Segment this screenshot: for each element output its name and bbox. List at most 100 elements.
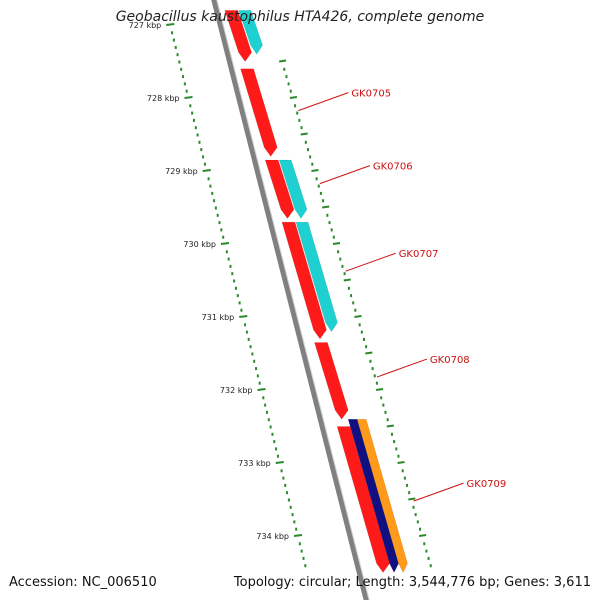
ruler-minor-tick: [282, 476, 285, 480]
track-major-tick: [300, 132, 308, 136]
ruler-tick-label: 729 kbp: [165, 167, 198, 176]
track-minor-tick: [360, 330, 363, 334]
gene-label: GK0709: [467, 479, 507, 490]
track-minor-tick: [319, 191, 322, 195]
track-minor-tick: [332, 235, 335, 239]
track-minor-tick: [347, 286, 350, 290]
ruler-major-tick: [202, 169, 211, 172]
ruler-minor-tick: [225, 250, 228, 254]
ruler-minor-tick: [172, 38, 175, 42]
track-major-tick: [322, 205, 330, 209]
ruler-minor-tick: [275, 447, 278, 451]
track-minor-tick: [390, 432, 393, 436]
ruler-major-tick: [239, 315, 248, 318]
ruler-major-tick: [220, 242, 230, 245]
cds-arrow: [347, 418, 399, 574]
ruler-minor-tick: [240, 308, 243, 312]
track-minor-tick: [362, 337, 365, 341]
ruler-minor-tick: [180, 67, 183, 71]
ruler-minor-tick: [192, 118, 195, 122]
ruler-minor-tick: [273, 440, 276, 444]
track-minor-tick: [365, 345, 368, 349]
ruler-minor-tick: [262, 396, 265, 400]
track-minor-tick: [296, 111, 299, 115]
ruler-minor-tick: [231, 272, 234, 276]
track-minor-tick: [337, 250, 340, 254]
ruler-minor-tick: [256, 374, 259, 378]
ruler-minor-tick: [289, 505, 292, 509]
ruler-minor-tick: [264, 403, 267, 407]
track-minor-tick: [403, 476, 406, 480]
ruler-minor-tick: [220, 228, 223, 232]
track-minor-tick: [287, 82, 290, 86]
ruler-minor-tick: [218, 221, 221, 225]
ruler-minor-tick: [209, 184, 212, 188]
track-major-tick: [332, 242, 341, 245]
gene-label: GK0705: [351, 89, 391, 100]
track-minor-tick: [406, 483, 409, 487]
ruler-major-tick: [184, 96, 193, 99]
track-minor-tick: [322, 199, 325, 203]
track-minor-tick: [386, 418, 389, 422]
ruler-minor-tick: [214, 206, 217, 210]
track-major-tick: [397, 461, 405, 464]
ruler-minor-tick: [234, 286, 237, 290]
ruler-minor-tick: [207, 177, 210, 181]
track-minor-tick: [408, 491, 411, 495]
ruler-minor-tick: [269, 425, 272, 429]
track-minor-tick: [311, 162, 314, 166]
ruler-minor-tick: [293, 520, 296, 524]
ruler-major-tick: [275, 461, 284, 464]
ruler-minor-tick: [213, 199, 216, 203]
ruler-major-tick: [293, 534, 303, 537]
ruler-minor-tick: [255, 367, 258, 371]
genome-backbone-highlight: [216, 0, 371, 604]
ruler-minor-tick: [295, 527, 298, 531]
ruler-minor-tick: [298, 542, 301, 546]
cds-arrow: [356, 418, 408, 574]
ruler-minor-tick: [265, 410, 268, 414]
ruler-tick-label: 734 kbp: [256, 532, 289, 541]
track-minor-tick: [283, 67, 286, 71]
genome-stats-label: Topology: circular; Length: 3,544,776 bp…: [233, 575, 591, 590]
ruler-minor-tick: [238, 301, 241, 305]
track-major-tick: [408, 497, 416, 501]
ruler-major-tick: [166, 23, 175, 26]
ruler-minor-tick: [267, 418, 270, 422]
accession-label: Accession: NC_006510: [9, 575, 157, 590]
track-minor-tick: [393, 440, 396, 444]
ruler-minor-tick: [249, 345, 252, 349]
track-minor-tick: [397, 454, 400, 458]
ruler-major-tick: [257, 388, 266, 391]
track-minor-tick: [369, 359, 372, 363]
track-minor-tick: [395, 447, 398, 451]
ruler-minor-tick: [271, 432, 274, 436]
gene-label: GK0708: [430, 355, 470, 366]
cds-arrow: [295, 221, 338, 333]
track-minor-tick: [309, 155, 312, 159]
track-minor-tick: [352, 301, 355, 305]
ruler-minor-tick: [191, 111, 194, 115]
gene-label: GK0707: [399, 249, 439, 260]
track-minor-tick: [427, 556, 430, 560]
track-minor-tick: [425, 549, 428, 553]
track-major-tick: [279, 59, 287, 63]
track-major-tick: [289, 96, 298, 99]
ruler-minor-tick: [211, 191, 214, 195]
ruler-minor-tick: [182, 75, 185, 79]
track-minor-tick: [354, 308, 357, 312]
track-minor-tick: [339, 257, 342, 261]
ruler-minor-tick: [176, 53, 179, 57]
ruler-minor-tick: [227, 257, 230, 261]
gene-label-leader: [319, 165, 371, 185]
gene-label-leader: [298, 92, 349, 112]
gene-arrow: [224, 10, 252, 62]
track-minor-tick: [341, 264, 344, 268]
track-minor-tick: [423, 542, 426, 546]
ruler-minor-tick: [247, 337, 250, 341]
ruler-minor-tick: [229, 264, 232, 268]
track-major-tick: [343, 278, 351, 282]
ruler-minor-tick: [258, 381, 261, 385]
ruler-minor-tick: [300, 549, 303, 553]
track-major-tick: [418, 534, 427, 537]
